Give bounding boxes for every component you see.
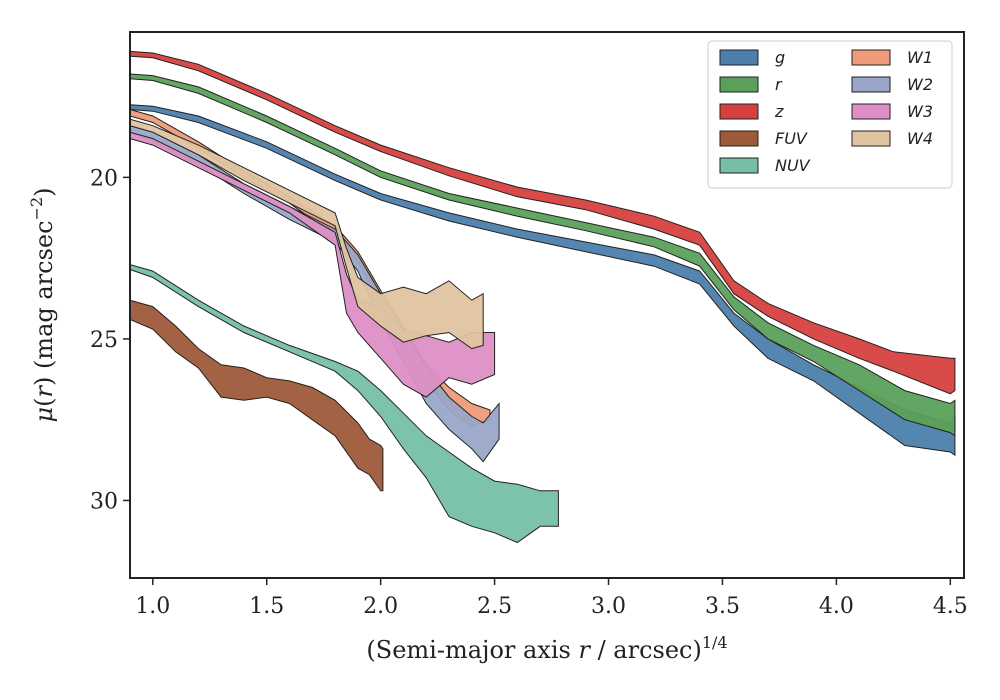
plot-frame <box>129 31 965 579</box>
x-tick-label: 1.5 <box>249 594 284 619</box>
legend-label: g <box>775 48 785 67</box>
legend-swatch <box>851 103 891 120</box>
x-tick-label: 3.0 <box>591 594 626 619</box>
x-tick-label: 1.0 <box>135 594 170 619</box>
legend-swatch <box>851 130 891 147</box>
legend-label: FUV <box>775 129 808 148</box>
x-tick-label: 4.5 <box>933 594 968 619</box>
legend-item-w2: W2 <box>851 75 933 94</box>
legend-swatch <box>719 103 759 120</box>
legend: grz FUV NUV W1 W2 W3 W4 <box>707 40 953 189</box>
area-series-w4 <box>130 118 484 350</box>
area-series-g <box>130 104 956 457</box>
x-axis-label: (Semi-major axis r / arcsec)1/4 <box>366 633 727 664</box>
area-series-fuv <box>130 299 384 492</box>
legend-item-nuv: NUV <box>719 156 811 175</box>
legend-label: z <box>774 102 784 121</box>
x-tick-label: 2.5 <box>477 594 512 619</box>
legend-swatch <box>851 49 891 66</box>
legend-item-fuv: FUV <box>719 129 808 148</box>
legend-swatch <box>719 76 759 93</box>
x-tick-label: 4.0 <box>819 594 854 619</box>
legend-item-w3: W3 <box>851 102 933 121</box>
x-tick-label: 3.5 <box>705 594 740 619</box>
area-series-group <box>130 50 956 544</box>
legend-label: r <box>775 75 783 94</box>
y-axis: 20 25 30 <box>90 166 130 514</box>
y-tick-label: 25 <box>90 328 118 353</box>
legend-label: W1 <box>907 48 933 67</box>
legend-box <box>707 40 953 189</box>
legend-item-r: r <box>719 75 783 94</box>
y-axis-label: μ(r) (mag arcsec−2) <box>27 187 58 422</box>
legend-item-z: z <box>719 102 784 121</box>
legend-swatch <box>851 76 891 93</box>
legend-label: W2 <box>907 75 933 94</box>
legend-swatch <box>719 157 759 174</box>
legend-item-g: g <box>719 48 785 67</box>
x-axis: 1.0 1.5 2.0 2.5 3.0 3.5 4.0 4.5 <box>135 578 968 619</box>
legend-item-w4: W4 <box>851 129 933 148</box>
area-series-w2 <box>130 125 500 463</box>
legend-label: W4 <box>907 129 933 148</box>
area-series-r <box>130 73 956 437</box>
legend-swatch <box>719 130 759 147</box>
legend-label: W3 <box>907 102 933 121</box>
y-tick-label: 30 <box>90 489 118 514</box>
legend-item-w1: W1 <box>851 48 933 67</box>
legend-label: NUV <box>775 156 811 175</box>
x-tick-label: 2.0 <box>363 594 398 619</box>
area-series-z <box>130 50 956 395</box>
area-series-nuv <box>130 264 559 544</box>
y-tick-label: 20 <box>90 166 118 191</box>
legend-swatch <box>719 49 759 66</box>
